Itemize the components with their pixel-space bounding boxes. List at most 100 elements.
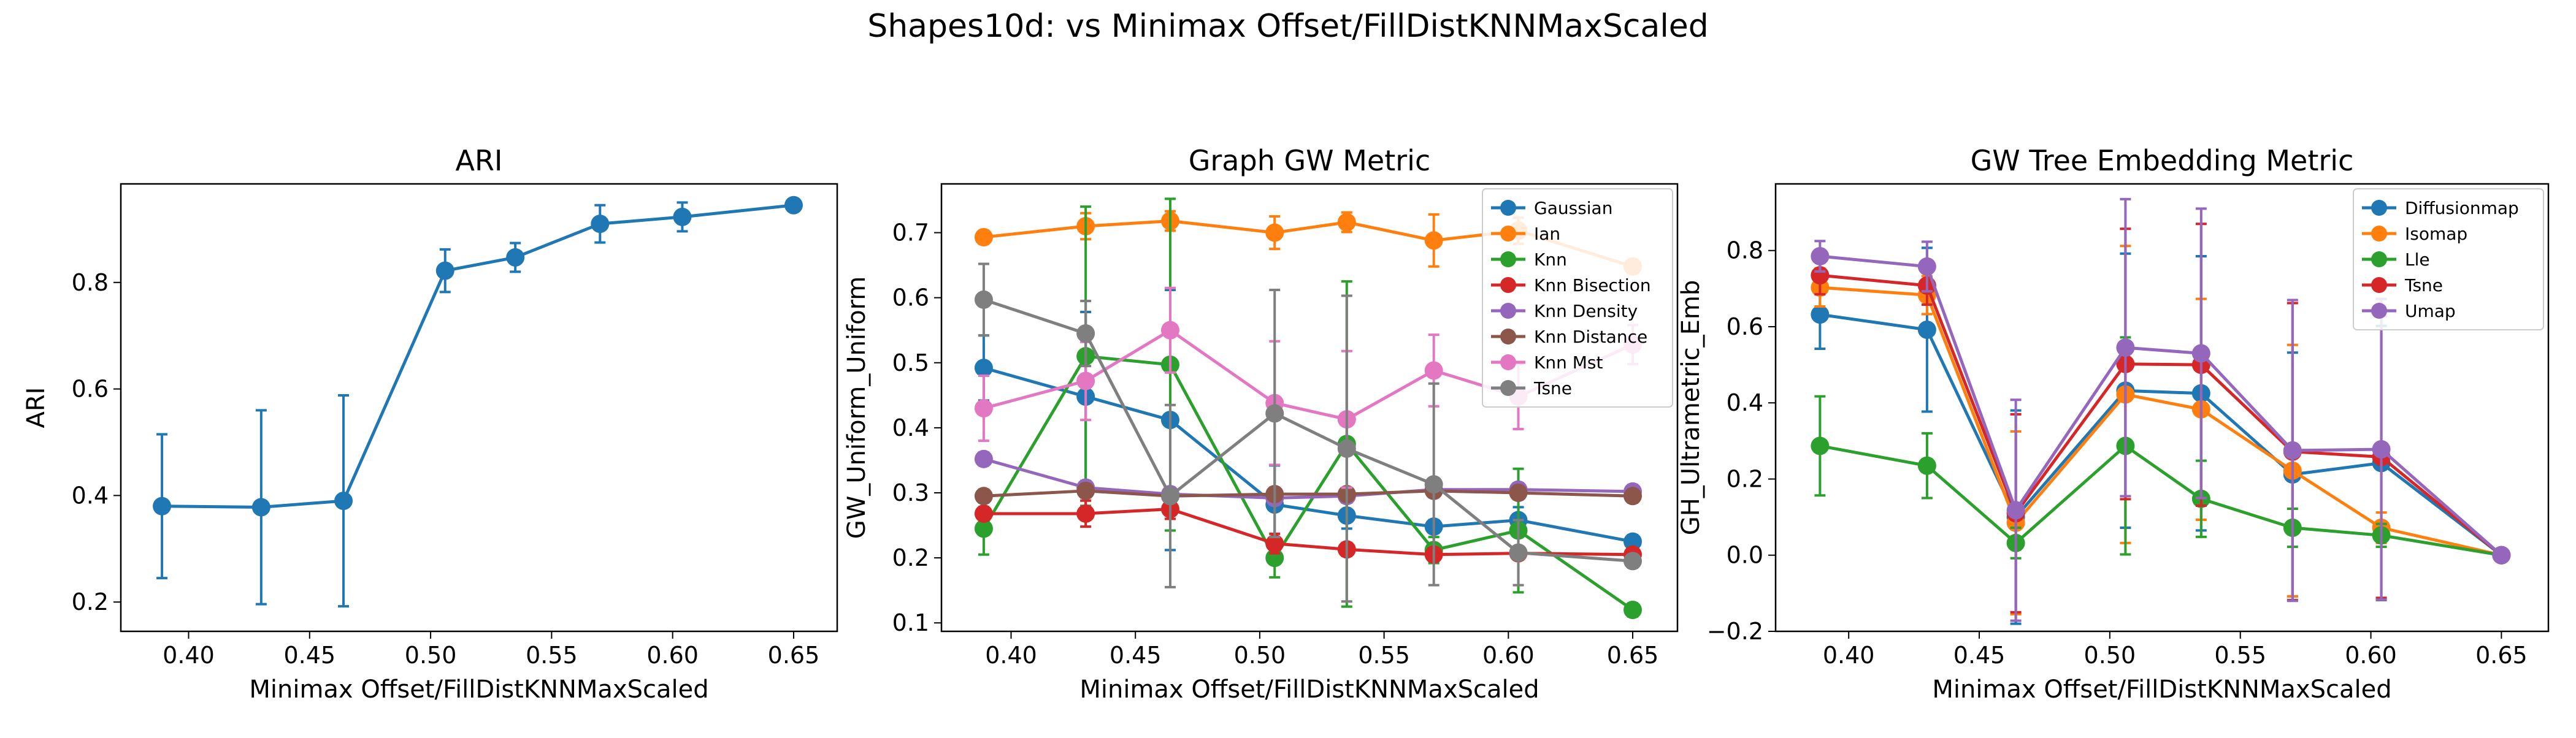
ari-series-0-point — [334, 492, 353, 511]
gw-tree-legend: Diffusionmap Isomap Lle Tsne Umap — [2353, 188, 2544, 330]
graph-gw-xtick-label: 0.55 — [1358, 642, 1410, 669]
gw-tree-series-diffusionmap-line — [1820, 313, 2502, 557]
graph-gw-ylabel: GW_Uniform_Uniform — [843, 276, 871, 539]
graph-gw-legend-swatch-marker — [1500, 277, 1516, 293]
graph-gw-legend-swatch-marker — [1500, 329, 1516, 344]
graph-gw-series-knn-distance-point — [1623, 487, 1643, 506]
gw-tree-legend-label: Lle — [2405, 249, 2430, 270]
graph-gw-series-knn-bisection-point — [974, 504, 993, 523]
ari-series-0-point — [673, 207, 692, 226]
gw-tree-xtick-label: 0.65 — [2475, 642, 2528, 669]
gw-tree-series-umap-point — [2492, 546, 2511, 565]
graph-gw-legend-label: Knn Bisection — [1534, 275, 1651, 295]
gw-tree-legend-swatch-marker — [2371, 251, 2387, 267]
gw-tree-legend-box — [2353, 188, 2544, 330]
graph-gw-series-gaussian-point — [974, 359, 993, 378]
graph-gw-ytick-label: 0.4 — [892, 414, 929, 441]
graph-gw-ytick-label: 0.7 — [892, 219, 929, 246]
graph-gw-legend-label: Ian — [1534, 224, 1560, 244]
ari-xlabel: Minimax Offset/FillDistKNNMaxScaled — [249, 675, 708, 704]
gw-tree-series-tsne-line — [1820, 273, 2502, 557]
ari-ytick-label: 0.8 — [72, 269, 109, 296]
graph-gw-xtick-label: 0.65 — [1607, 642, 1659, 669]
graph-gw-xtick-label: 0.40 — [985, 642, 1037, 669]
graph-gw-ytick-label: 0.1 — [892, 609, 929, 636]
graph-gw-series-knn-point — [1623, 600, 1643, 619]
graph-gw-series-knn-distance-point — [1509, 483, 1528, 502]
ari-panel: ARI 0.40 0.45 0.50 0.55 0.60 0.65 0.2 0.4 0.6 0.8 M… — [22, 144, 838, 704]
gw-tree-series-lle-line — [1819, 444, 2502, 557]
ari-series-0-point — [506, 248, 525, 267]
gw-tree-ytick-label: −0.2 — [1707, 618, 1763, 645]
graph-gw-legend-label: Knn — [1534, 249, 1567, 270]
graph-gw-series-knn-point — [974, 519, 993, 538]
ari-plot-area — [153, 196, 803, 608]
graph-gw-series-tsne-point — [1424, 475, 1443, 494]
graph-gw-series-tsne — [974, 262, 1643, 603]
graph-gw-series-knn-mst-point — [974, 399, 993, 418]
graph-gw-legend-swatch-marker — [1500, 200, 1516, 216]
gw-tree-ytick-label: 0.4 — [1727, 389, 1763, 416]
gw-tree-embedding-panel: GW Tree Embedding Metric 0.40 0.45 0.50 0.55… — [1677, 144, 2550, 704]
graph-gw-ytick-label: 0.3 — [892, 479, 929, 506]
graph-gw-series-tsne-point — [1160, 487, 1179, 506]
graph-gw-series-knn-bisection-line — [983, 508, 1633, 557]
ari-series-0-point — [435, 261, 454, 280]
graph-gw-series-ian-point — [974, 228, 993, 247]
graph-gw-series-tsne-point — [1337, 439, 1356, 458]
graph-gw-legend-swatch-marker — [1500, 303, 1516, 319]
graph-gw-ytick-label: 0.6 — [892, 284, 929, 311]
graph-gw-series-knn-distance-point — [974, 487, 993, 506]
graph-gw-series-tsne-line — [983, 298, 1633, 563]
ari-xtick-label: 0.40 — [163, 642, 215, 669]
ari-ylabel: ARI — [22, 387, 50, 428]
graph-gw-legend-swatch-marker — [1500, 380, 1516, 396]
ari-xtick-label: 0.55 — [526, 642, 578, 669]
graph-gw-legend-box — [1482, 188, 1673, 408]
graph-gw-series-knn-distance-point — [1076, 481, 1095, 500]
ari-frame — [120, 183, 838, 633]
graph-gw-xlabel: Minimax Offset/FillDistKNNMaxScaled — [1079, 675, 1539, 704]
ari-series-0 — [153, 196, 803, 608]
gw-tree-series-umap-point — [1917, 257, 1936, 276]
gw-tree-legend-swatch-marker — [2371, 303, 2387, 319]
graph-gw-series-knn-mst-point — [1076, 371, 1095, 390]
gw-tree-series-umap — [1811, 197, 2511, 622]
graph-gw-series-knn-density-point — [974, 449, 993, 468]
graph-gw-title: Graph GW Metric — [1189, 144, 1430, 177]
gw-tree-series-umap-line — [1820, 254, 2503, 557]
gw-tree-legend-label: Umap — [2405, 301, 2456, 321]
ari-title: ARI — [456, 144, 503, 177]
ari-xtick-label: 0.60 — [646, 642, 699, 669]
graph-gw-panel: Graph GW Metric 0.40 0.45 0.50 0.55 0.60 0.65 0… — [843, 144, 1679, 704]
gw-tree-series-diffusionmap-point — [1917, 320, 1936, 339]
graph-gw-legend-label: Knn Mst — [1534, 352, 1603, 373]
graph-gw-series-knn-density-line — [983, 457, 1633, 500]
ari-series-0-point — [591, 215, 610, 234]
gw-tree-xtick-label: 0.40 — [1823, 642, 1875, 669]
graph-gw-series-tsne-point — [1623, 552, 1643, 571]
graph-gw-series-tsne-point — [1076, 324, 1095, 343]
graph-gw-legend-label: Gaussian — [1534, 198, 1612, 218]
graph-gw-xtick-label: 0.50 — [1234, 642, 1286, 669]
graph-gw-series-tsne-point — [974, 290, 993, 309]
graph-gw-series-gaussian-point — [1623, 532, 1643, 551]
graph-gw-series-ian-point — [1424, 231, 1443, 250]
graph-gw-series-gaussian-line — [983, 366, 1633, 544]
ari-series-0-line — [162, 204, 794, 509]
gw-tree-xlabel: Minimax Offset/FillDistKNNMaxScaled — [1932, 675, 2391, 704]
gw-tree-legend-swatch-marker — [2371, 200, 2387, 216]
graph-gw-xtick-label: 0.45 — [1110, 642, 1162, 669]
gw-tree-series-umap-point — [2372, 440, 2391, 459]
gw-tree-ytick-label: 0.6 — [1727, 313, 1763, 340]
gw-tree-ytick-label: 0.2 — [1727, 465, 1763, 492]
gw-tree-series-diffusionmap-point — [1811, 305, 1830, 324]
gw-tree-xtick-label: 0.45 — [1953, 642, 2006, 669]
ari-ytick-label: 0.4 — [72, 482, 109, 509]
graph-gw-series-tsne-point — [1265, 404, 1284, 423]
ari-xtick-label: 0.50 — [405, 642, 457, 669]
gw-tree-plot-area — [1811, 197, 2511, 625]
graph-gw-series-knn-mst-point — [1424, 361, 1443, 380]
